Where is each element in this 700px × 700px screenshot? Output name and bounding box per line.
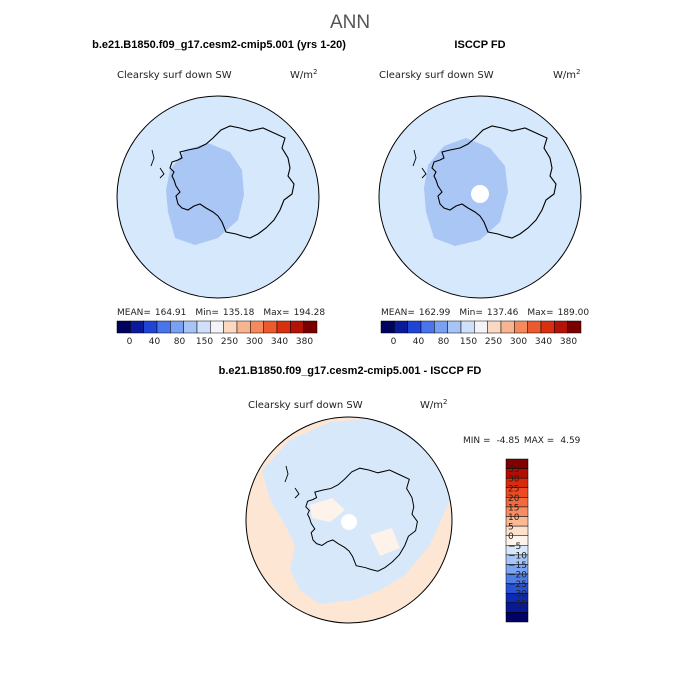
colorbar-swatch <box>236 320 251 334</box>
colorbar-swatch <box>170 320 184 334</box>
colorbar-tick-label: −35 <box>508 599 527 609</box>
colorbar-tick-label: −15 <box>508 561 527 571</box>
colorbar-swatch <box>554 320 568 334</box>
colorbar-tick-label: 25 <box>508 484 519 494</box>
figure-title: ANN <box>330 12 370 33</box>
panel-diff: b.e21.B1850.f09_g17.cesm2-cmip5.001 - IS… <box>219 365 581 624</box>
colorbar-swatch <box>116 320 131 334</box>
colorbar-swatch <box>527 320 542 334</box>
colorbar-swatch <box>250 320 264 334</box>
colorbar-swatch <box>567 320 582 334</box>
panel-obs-variable: Clearsky surf down SW <box>379 70 494 81</box>
map-diff-positive-patch <box>310 498 345 522</box>
colorbar-swatch <box>420 320 435 334</box>
colorbar-tick-label: 20 <box>508 494 520 504</box>
map-model <box>116 95 320 299</box>
map-obs-border <box>378 95 582 299</box>
panel-obs-stats: MEAN= 162.99 Min= 137.46 Max= 189.00 <box>381 308 589 318</box>
colorbar-tick-label: 150 <box>196 337 213 347</box>
colorbar-tick-label: 150 <box>460 337 477 347</box>
panel-model-stats: MEAN= 164.91 Min= 135.18 Max= 194.28 <box>117 308 325 318</box>
colorbar-tick-label: 35 <box>508 465 519 475</box>
colorbar-tick-label: 300 <box>510 337 527 347</box>
colorbar-model: 0 40 80 150 250 300 340 380 <box>116 320 318 347</box>
map-diff-border <box>245 416 453 624</box>
colorbar-tick-label: 340 <box>535 337 552 347</box>
map-diff-missing <box>341 514 357 530</box>
colorbar-tick-label: 250 <box>221 337 238 347</box>
colorbar-swatch <box>303 320 318 334</box>
panel-model: b.e21.B1850.f09_g17.cesm2-cmip5.001 (yrs… <box>92 39 346 347</box>
colorbar-swatch <box>130 320 144 334</box>
colorbar-tick-label: 15 <box>508 503 519 513</box>
panel-diff-units: W/m2 <box>420 398 447 411</box>
colorbar-swatch <box>460 320 475 334</box>
colorbar-tick-label: 5 <box>508 523 514 533</box>
colorbar-swatch <box>407 320 422 334</box>
colorbar-swatch <box>434 320 448 334</box>
map-obs <box>378 95 582 299</box>
colorbar-swatch <box>447 320 462 334</box>
colorbar-tick-label: 380 <box>296 337 313 347</box>
map-diff <box>245 416 453 624</box>
colorbar-swatch <box>196 320 211 334</box>
colorbar-tick-label: 0 <box>391 337 397 347</box>
colorbar-tick-label: −25 <box>508 580 527 590</box>
colorbar-swatch <box>500 320 515 334</box>
colorbar-swatch <box>210 320 224 334</box>
panel-model-title: b.e21.B1850.f09_g17.cesm2-cmip5.001 (yrs… <box>92 39 346 51</box>
colorbar-tick-label: 0 <box>127 337 133 347</box>
colorbar-swatch <box>263 320 278 334</box>
colorbar-tick-label: 80 <box>438 337 450 347</box>
panel-diff-stats: MIN = -4.85 MAX = 4.59 <box>463 436 581 446</box>
colorbar-swatch <box>156 320 171 334</box>
colorbar-swatch <box>143 320 158 334</box>
panel-diff-variable: Clearsky surf down SW <box>248 400 363 411</box>
colorbar-swatch <box>487 320 502 334</box>
colorbar-tick-label: 10 <box>508 513 520 523</box>
colorbar-obs: 0 40 80 150 250 300 340 380 <box>380 320 582 347</box>
map-model-border <box>116 95 320 299</box>
colorbar-tick-label: −10 <box>508 551 527 561</box>
colorbar-swatch <box>290 320 304 334</box>
colorbar-tick-label: 0 <box>508 532 514 542</box>
colorbar-tick-label: 250 <box>485 337 502 347</box>
colorbar-tick-label: 380 <box>560 337 577 347</box>
panel-diff-title: b.e21.B1850.f09_g17.cesm2-cmip5.001 - IS… <box>219 365 482 377</box>
colorbar-swatch <box>474 320 488 334</box>
panel-model-units: W/m2 <box>290 68 317 81</box>
colorbar-swatch <box>183 320 198 334</box>
panel-obs-title: ISCCP FD <box>454 39 505 51</box>
colorbar-swatch <box>380 320 395 334</box>
colorbar-tick-label: 30 <box>508 475 520 485</box>
panel-model-variable: Clearsky surf down SW <box>117 70 232 81</box>
map-model-interior <box>166 143 244 245</box>
colorbar-tick-label: 340 <box>271 337 288 347</box>
colorbar-swatch <box>223 320 238 334</box>
colorbar-tick-label: −5 <box>508 542 521 552</box>
panel-obs-units: W/m2 <box>553 68 580 81</box>
colorbar-swatch <box>540 320 555 334</box>
colorbar-tick-label: −20 <box>508 571 527 581</box>
colorbar-tick-label: 40 <box>149 337 161 347</box>
colorbar-swatch <box>394 320 408 334</box>
colorbar-swatch <box>514 320 528 334</box>
colorbar-tick-label: 300 <box>246 337 263 347</box>
colorbar-swatch <box>276 320 291 334</box>
map-obs-missing <box>471 185 489 203</box>
colorbar-tick-label: 40 <box>413 337 425 347</box>
map-obs-interior <box>424 138 508 246</box>
colorbar-tick-label: −30 <box>508 590 527 600</box>
map-diff-coast <box>262 418 450 604</box>
colorbar-tick-label: 80 <box>174 337 186 347</box>
panel-obs: ISCCP FD Clearsky surf down SW W/m2 MEAN… <box>378 39 589 347</box>
colorbar-swatch <box>505 612 529 623</box>
